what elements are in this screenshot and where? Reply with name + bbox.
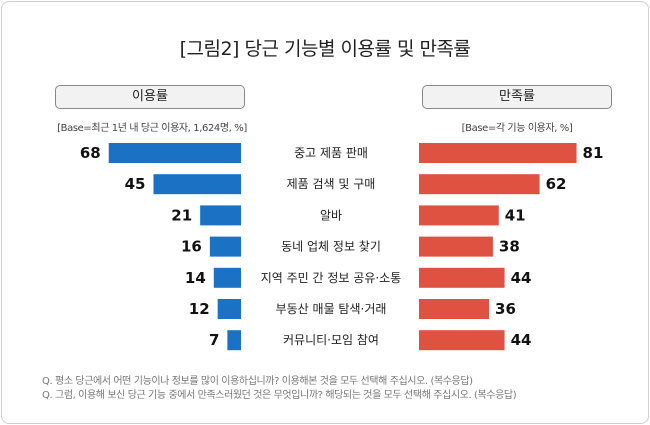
satisfaction-value-label: 81 <box>583 144 604 162</box>
satisfaction-bar <box>419 299 490 319</box>
usage-bar <box>227 330 241 351</box>
usage-value-label: 21 <box>171 206 192 224</box>
usage-value-label: 12 <box>189 300 210 318</box>
satisfaction-value-label: 38 <box>499 238 520 256</box>
note-line: Q. 그럼, 이용해 보신 당근 기능 중에서 만족스러웠던 것은 무엇입니까?… <box>42 390 517 401</box>
satisfaction-base-note: [Base=각 기능 이용자, %] <box>461 123 573 134</box>
satisfaction-bar <box>419 143 577 163</box>
usage-series-label: 이용률 <box>55 85 245 109</box>
usage-value-label: 45 <box>125 175 146 193</box>
category-label: 알바 <box>320 208 342 222</box>
satisfaction-value-label: 62 <box>546 175 567 193</box>
satisfaction-value-label: 44 <box>511 331 532 349</box>
usage-bar <box>209 236 241 257</box>
usage-value-label: 68 <box>80 144 101 162</box>
note-line: Q. 평소 당근에서 어떤 기능이나 정보를 많이 이용하십니까? 이용해본 것… <box>42 376 473 387</box>
usage-value-label: 7 <box>209 331 219 349</box>
satisfaction-value-label: 44 <box>511 269 532 287</box>
category-label: 커뮤니티·모임 참여 <box>283 333 379 347</box>
satisfaction-bar <box>419 236 493 257</box>
satisfaction-bar <box>419 205 499 226</box>
usage-bar <box>108 143 242 163</box>
chart-title: [그림2] 당근 기능별 이용률 및 만족률 <box>179 38 471 60</box>
category-label: 지역 주민 간 정보 공유·소통 <box>261 271 402 285</box>
usage-base-note: [Base=최근 1년 내 당근 이용자, 1,624명, %] <box>57 123 247 134</box>
usage-bar <box>217 299 241 319</box>
satisfaction-bar <box>419 330 505 351</box>
satisfaction-bar <box>419 174 540 195</box>
usage-bar <box>213 267 241 288</box>
survey-notes: Q. 평소 당근에서 어떤 기능이나 정보를 많이 이용하십니까? 이용해본 것… <box>42 375 517 403</box>
satisfaction-value-label: 36 <box>495 300 516 318</box>
category-label: 중고 제품 판매 <box>294 146 368 160</box>
usage-bar <box>153 174 241 195</box>
category-label: 제품 검색 및 구매 <box>287 177 376 191</box>
usage-value-label: 14 <box>185 269 206 287</box>
category-label: 동네 업체 정보 찾기 <box>281 240 381 254</box>
usage-value-label: 16 <box>181 238 202 256</box>
usage-bar <box>200 205 241 226</box>
satisfaction-series-label: 만족률 <box>422 85 612 109</box>
satisfaction-value-label: 41 <box>505 206 526 224</box>
satisfaction-bar <box>419 267 505 288</box>
category-label: 부동산 매물 탐색·거래 <box>276 302 387 316</box>
